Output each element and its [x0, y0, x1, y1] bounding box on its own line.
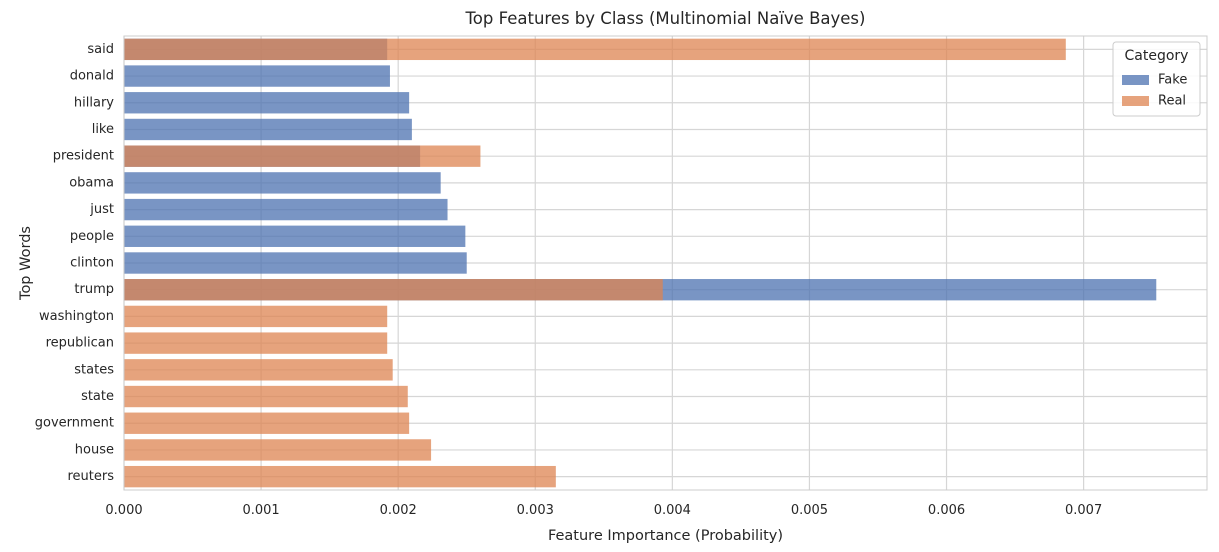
bar-fake-obama	[124, 172, 441, 194]
x-tick-label: 0.001	[242, 503, 279, 518]
x-tick-label: 0.000	[105, 503, 142, 518]
x-tick-label: 0.007	[1065, 503, 1102, 518]
bar-fake-hillary	[124, 92, 410, 114]
bar-real-trump	[124, 279, 663, 301]
bar-fake-clinton	[124, 252, 467, 274]
legend-swatch-real	[1122, 96, 1149, 106]
chart-title: Top Features by Class (Multinomial Naïve…	[465, 9, 866, 28]
bar-fake-like	[124, 118, 412, 141]
legend: Category Fake Real	[1112, 41, 1201, 117]
y-tick-label: president	[53, 149, 114, 164]
y-tick-label: trump	[74, 282, 114, 297]
y-tick-label: state	[81, 389, 114, 404]
bar-fake-just	[124, 198, 448, 221]
legend-label-real: Real	[1158, 94, 1186, 109]
legend-label-fake: Fake	[1158, 73, 1187, 88]
y-tick-label: people	[70, 229, 114, 244]
bar-real-states	[124, 359, 393, 381]
bar-real-state	[124, 385, 408, 408]
bar-real-republican	[124, 332, 388, 354]
y-tick-label: hillary	[74, 95, 114, 110]
x-tick-label: 0.004	[654, 503, 691, 518]
x-axis-ticks: 0.000 0.001 0.002 0.003 0.004 0.005 0.006 0.007	[105, 503, 1102, 518]
y-tick-label: states	[74, 362, 114, 377]
bar-fake-donald	[124, 65, 390, 87]
y-tick-label: government	[35, 416, 114, 431]
y-tick-label: washington	[39, 309, 114, 324]
y-axis-ticks: said donald hillary like president obama just p…	[35, 42, 115, 484]
y-tick-label: donald	[70, 69, 114, 84]
bar-real-government	[124, 412, 410, 434]
y-tick-label: house	[75, 442, 114, 457]
x-tick-label: 0.002	[380, 503, 417, 518]
y-tick-label: said	[87, 42, 114, 57]
bar-real-president	[124, 145, 481, 167]
x-tick-label: 0.003	[517, 503, 554, 518]
y-tick-label: obama	[69, 175, 114, 190]
y-tick-label: clinton	[70, 256, 114, 271]
plot-frame	[123, 35, 1208, 491]
legend-swatch-fake	[1122, 75, 1149, 85]
bar-real-said	[124, 38, 1066, 61]
x-tick-label: 0.005	[791, 503, 828, 518]
legend-title: Category	[1125, 48, 1189, 64]
legend-entries: Fake Real	[1122, 73, 1187, 109]
y-axis-title: Top Words	[18, 226, 34, 301]
x-axis-title: Feature Importance (Probability)	[548, 528, 783, 544]
bar-real-reuters	[124, 465, 556, 488]
bar-real-washington	[124, 305, 388, 328]
bars	[124, 38, 1157, 488]
x-tick-label: 0.006	[928, 503, 965, 518]
y-tick-label: republican	[46, 336, 114, 351]
y-tick-label: just	[89, 202, 114, 217]
y-tick-label: reuters	[67, 469, 114, 484]
y-tick-label: like	[92, 122, 114, 137]
bar-real-house	[124, 439, 432, 461]
bar-fake-people	[124, 225, 466, 247]
